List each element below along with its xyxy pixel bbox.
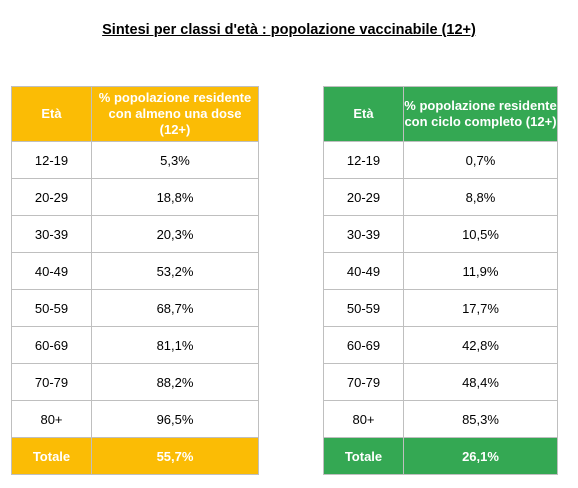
- page-title: Sintesi per classi d'età : popolazione v…: [102, 22, 476, 38]
- age-cell: 60-69: [11, 326, 92, 364]
- age-cell: 80+: [11, 400, 92, 438]
- age-cell: 12-19: [11, 141, 92, 179]
- value-cell: 85,3%: [403, 400, 558, 438]
- table-row: 70-79 88,2%: [11, 363, 259, 401]
- age-cell: 30-39: [11, 215, 92, 253]
- age-cell: 50-59: [323, 289, 404, 327]
- value-cell: 10,5%: [403, 215, 558, 253]
- age-cell: 70-79: [11, 363, 92, 401]
- age-cell: 12-19: [323, 141, 404, 179]
- table-header-row: Età % popolazione residente con almeno u…: [11, 86, 259, 142]
- value-cell: 68,7%: [91, 289, 259, 327]
- table-row: 40-49 53,2%: [11, 252, 259, 290]
- value-cell: 48,4%: [403, 363, 558, 401]
- table-header-row: Età % popolazione residente con ciclo co…: [323, 86, 558, 142]
- value-cell: 11,9%: [403, 252, 558, 290]
- age-cell: 60-69: [323, 326, 404, 364]
- table-row: 20-29 18,8%: [11, 178, 259, 216]
- table-row: 80+ 85,3%: [323, 400, 558, 438]
- table-full-cycle: Età % popolazione residente con ciclo co…: [323, 86, 558, 475]
- table-row: 80+ 96,5%: [11, 400, 259, 438]
- value-cell: 20,3%: [91, 215, 259, 253]
- value-cell: 81,1%: [91, 326, 259, 364]
- total-value: 55,7%: [91, 437, 259, 475]
- total-label: Totale: [323, 437, 404, 475]
- table-row: 30-39 20,3%: [11, 215, 259, 253]
- percent-column-header: % popolazione residente con almeno una d…: [91, 86, 259, 142]
- age-column-header: Età: [11, 86, 92, 142]
- value-cell: 18,8%: [91, 178, 259, 216]
- value-cell: 42,8%: [403, 326, 558, 364]
- age-cell: 30-39: [323, 215, 404, 253]
- table-row: 40-49 11,9%: [323, 252, 558, 290]
- age-cell: 70-79: [323, 363, 404, 401]
- value-cell: 0,7%: [403, 141, 558, 179]
- table-row: 60-69 42,8%: [323, 326, 558, 364]
- table-row: 50-59 68,7%: [11, 289, 259, 327]
- percent-column-header: % popolazione residente con ciclo comple…: [403, 86, 558, 142]
- value-cell: 88,2%: [91, 363, 259, 401]
- total-row: Totale 55,7%: [11, 437, 259, 475]
- total-label: Totale: [11, 437, 92, 475]
- value-cell: 5,3%: [91, 141, 259, 179]
- age-cell: 20-29: [323, 178, 404, 216]
- table-row: 70-79 48,4%: [323, 363, 558, 401]
- age-cell: 50-59: [11, 289, 92, 327]
- total-value: 26,1%: [403, 437, 558, 475]
- table-row: 12-19 5,3%: [11, 141, 259, 179]
- table-row: 30-39 10,5%: [323, 215, 558, 253]
- table-one-dose: Età % popolazione residente con almeno u…: [11, 86, 259, 475]
- age-cell: 80+: [323, 400, 404, 438]
- age-cell: 40-49: [323, 252, 404, 290]
- value-cell: 53,2%: [91, 252, 259, 290]
- table-row: 60-69 81,1%: [11, 326, 259, 364]
- age-cell: 40-49: [11, 252, 92, 290]
- value-cell: 8,8%: [403, 178, 558, 216]
- age-column-header: Età: [323, 86, 404, 142]
- value-cell: 96,5%: [91, 400, 259, 438]
- table-row: 12-19 0,7%: [323, 141, 558, 179]
- age-cell: 20-29: [11, 178, 92, 216]
- table-row: 20-29 8,8%: [323, 178, 558, 216]
- total-row: Totale 26,1%: [323, 437, 558, 475]
- value-cell: 17,7%: [403, 289, 558, 327]
- table-row: 50-59 17,7%: [323, 289, 558, 327]
